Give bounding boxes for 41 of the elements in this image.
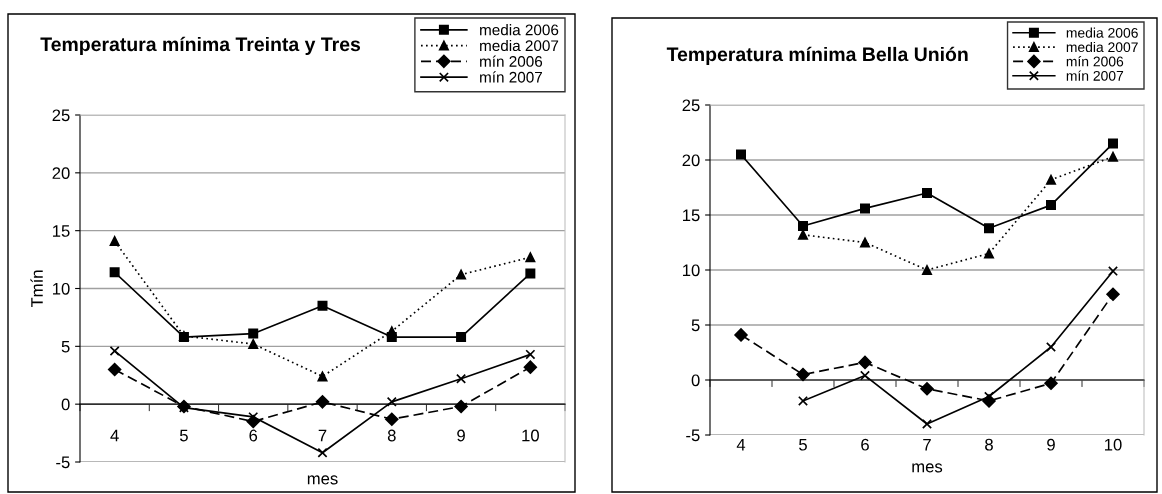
y-tick-label: 15 [53,225,70,237]
x-axis-title: mes [912,463,943,473]
y-tick-label: 20 [682,154,700,167]
y-tick-label: 0 [61,398,70,411]
chart-title: Temperatura mínima Bella Unión [666,46,968,66]
x-tick-label: 9 [457,429,465,442]
x-tick-label: 4 [736,438,746,451]
legend-label: mín 2007 [1066,70,1124,81]
x-tick-label: 4 [110,429,119,442]
y-tick-label: 5 [691,319,700,332]
x-tick-label: 10 [522,429,539,442]
chart-title: Temperatura mínima Treinta y Tres [40,36,361,56]
x-tick-label: 8 [387,429,396,442]
legend-label: mín 2006 [480,55,543,67]
legend-label: media 2007 [480,39,559,52]
x-tick-label: 7 [923,438,931,451]
y-axis-title: Tmín [30,270,43,308]
x-tick-label: 9 [1047,438,1055,451]
y-tick-label: 0 [691,374,700,387]
y-tick-label: 10 [53,282,70,295]
x-tick-label: 6 [861,438,869,451]
y-tick-label: -5 [56,456,70,469]
x-axis-title: mes [307,475,338,485]
x-tick-label: 6 [249,429,258,442]
legend-label: mín 2006 [1066,56,1124,67]
y-tick-label: 5 [61,340,70,353]
y-tick-label: -5 [686,429,700,442]
x-tick-label: 8 [985,438,993,451]
y-tick-label: 15 [683,209,700,222]
y-tick-label: 25 [682,99,700,112]
y-tick-label: 25 [52,109,70,122]
y-tick-label: 20 [52,167,70,180]
x-tick-label: 5 [179,429,188,442]
legend-label: mín 2007 [480,71,542,83]
x-tick-label: 5 [799,438,807,451]
legend-label: media 2007 [1066,41,1138,53]
x-tick-label: 10 [1105,438,1122,451]
legend-label: media 2006 [480,24,559,36]
y-tick-label: 10 [683,264,700,277]
legend-label: media 2006 [1066,27,1138,38]
x-tick-label: 7 [318,429,327,442]
